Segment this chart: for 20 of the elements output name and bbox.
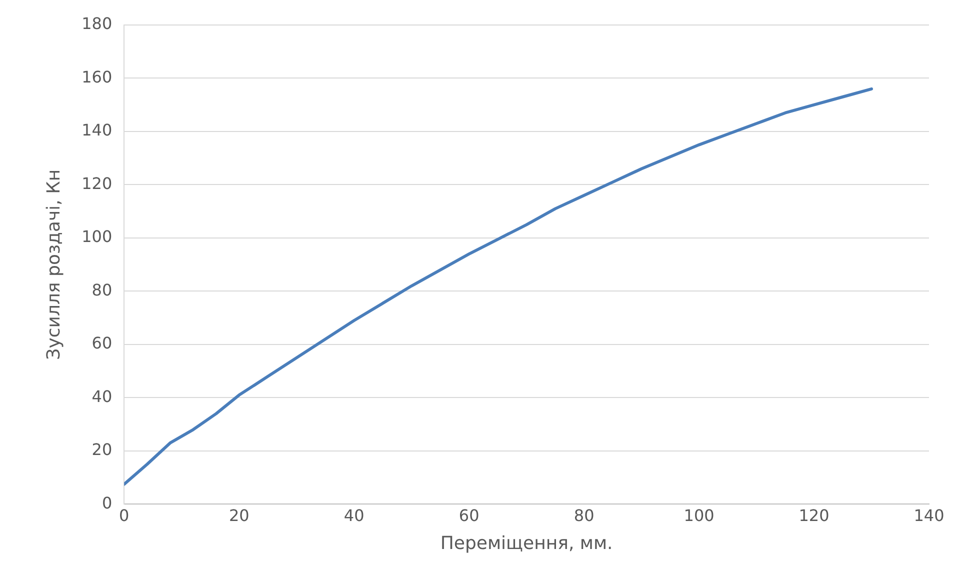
x-tick-label: 60: [458, 506, 480, 525]
y-tick-label: 180: [82, 14, 112, 34]
x-tick-label: 100: [684, 506, 714, 525]
x-tick-label: 120: [798, 506, 830, 525]
y-axis-title: Зусилля роздачі, Кн: [43, 169, 64, 360]
x-tick-label: 140: [914, 506, 944, 525]
x-tick-label: 40: [344, 506, 364, 525]
y-tick-label: 140: [82, 120, 112, 140]
y-tick-label: 60: [92, 334, 112, 353]
x-tick-label: 20: [228, 506, 250, 525]
y-tick-label: 80: [92, 280, 112, 300]
x-axis-title: Переміщення, мм.: [440, 532, 613, 554]
x-tick-label: 80: [574, 506, 594, 525]
y-tick-label: 0: [102, 493, 112, 512]
y-tick-label: 120: [82, 174, 112, 193]
y-tick-label: 100: [82, 227, 112, 246]
y-tick-label: 40: [92, 386, 112, 406]
y-tick-label: 20: [92, 440, 112, 460]
x-tick-label: 0: [119, 506, 130, 525]
y-tick-label: 160: [82, 67, 112, 86]
